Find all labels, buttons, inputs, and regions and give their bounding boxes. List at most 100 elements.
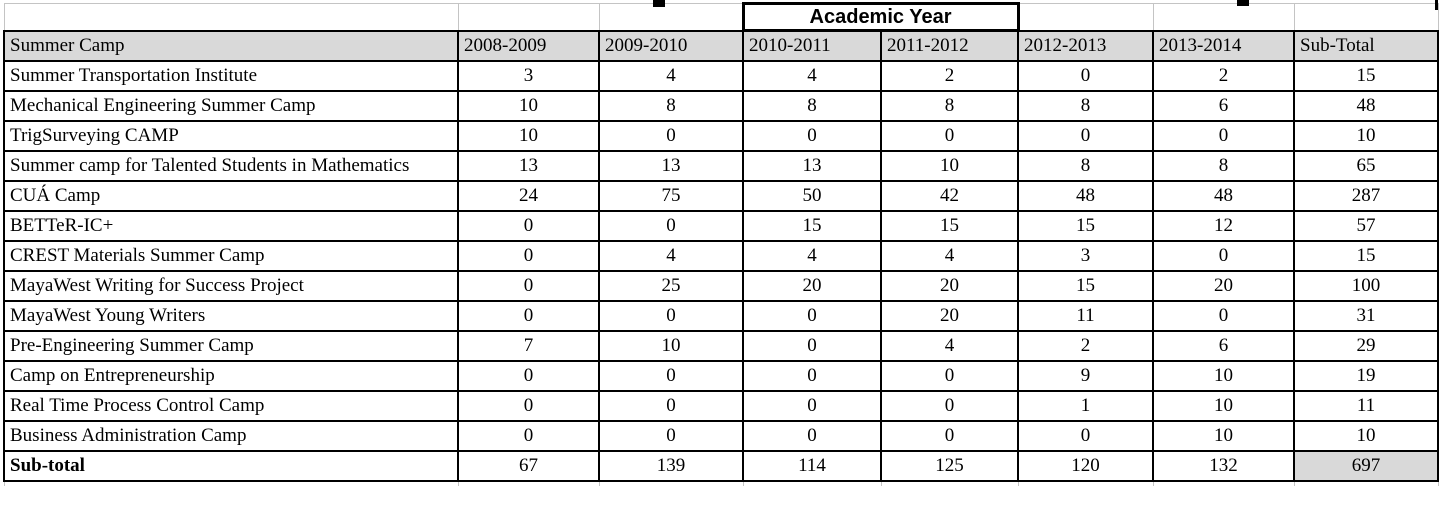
column-header-sub-total: Sub-Total — [1293, 29, 1440, 62]
camp-value-cell: 50 — [742, 179, 882, 212]
camp-value-cell: 4 — [598, 239, 744, 272]
subtotal-value-cell: 139 — [598, 449, 744, 482]
camp-value-cell: 0 — [742, 329, 882, 362]
banner-spacer-cell — [3, 3, 459, 31]
camp-value-cell: 20 — [742, 269, 882, 302]
banner-spacer-cell — [457, 3, 600, 31]
table-row: BETTeR-IC+ 0 0 15 15 15 12 57 — [3, 209, 1440, 242]
column-header-2011-2012: 2011-2012 — [879, 29, 1020, 62]
camp-value-cell: 4 — [742, 59, 882, 92]
camp-value-cell: 0 — [1017, 119, 1155, 152]
column-header-2012-2013: 2012-2013 — [1017, 29, 1155, 62]
table-row: Real Time Process Control Camp 0 0 0 0 1… — [3, 389, 1440, 422]
camp-value-cell: 10 — [457, 119, 600, 152]
table-row: MayaWest Young Writers 0 0 0 20 11 0 31 — [3, 299, 1440, 332]
table-row: MayaWest Writing for Success Project 0 2… — [3, 269, 1440, 302]
camp-name-cell: Summer camp for Talented Students in Mat… — [3, 149, 459, 182]
subtotal-label: Sub-total — [3, 449, 459, 482]
camp-value-cell: 0 — [598, 389, 744, 422]
grid-line-stubs — [3, 480, 1439, 486]
camp-value-cell: 65 — [1293, 149, 1440, 182]
camp-value-cell: 15 — [1293, 239, 1440, 272]
academic-year-label: Academic Year — [741, 2, 1020, 32]
camp-name-cell: TrigSurveying CAMP — [3, 119, 459, 152]
camp-name-cell: Real Time Process Control Camp — [3, 389, 459, 422]
camp-value-cell: 3 — [1017, 239, 1155, 272]
camp-value-cell: 0 — [598, 419, 744, 452]
camp-value-cell: 0 — [742, 299, 882, 332]
camp-value-cell: 15 — [1017, 209, 1155, 242]
camp-value-cell: 75 — [598, 179, 744, 212]
subtotal-value-cell: 67 — [457, 449, 600, 482]
camp-value-cell: 8 — [598, 89, 744, 122]
camp-value-cell: 10 — [457, 89, 600, 122]
camp-name-cell: BETTeR-IC+ — [3, 209, 459, 242]
column-header-2008-2009: 2008-2009 — [457, 29, 600, 62]
camp-value-cell: 8 — [1152, 149, 1296, 182]
camp-value-cell: 0 — [1152, 239, 1296, 272]
academic-year-banner-row: Academic Year — [3, 2, 1439, 32]
camp-value-cell: 0 — [1152, 119, 1296, 152]
camp-value-cell: 0 — [457, 239, 600, 272]
camp-value-cell: 11 — [1017, 299, 1155, 332]
table-head-section: Academic Year Summer Camp 2008-2009 2009… — [3, 2, 1440, 62]
subtotal-row: Sub-total 67 139 114 125 120 132 697 — [3, 449, 1440, 482]
camp-value-cell: 2 — [1152, 59, 1296, 92]
table-row: Pre-Engineering Summer Camp 7 10 0 4 2 6… — [3, 329, 1440, 362]
camp-value-cell: 0 — [1017, 419, 1155, 452]
camp-value-cell: 57 — [1293, 209, 1440, 242]
banner-spacer-cell — [1152, 3, 1295, 31]
camp-name-cell: Camp on Entrepreneurship — [3, 359, 459, 392]
camp-value-cell: 4 — [598, 59, 744, 92]
camp-value-cell: 8 — [879, 89, 1020, 122]
camp-value-cell: 0 — [1017, 59, 1155, 92]
camp-name-cell: MayaWest Writing for Success Project — [3, 269, 459, 302]
camp-value-cell: 0 — [457, 209, 600, 242]
camp-value-cell: 0 — [457, 269, 600, 302]
camp-value-cell: 31 — [1293, 299, 1440, 332]
camp-value-cell: 13 — [598, 149, 744, 182]
camp-value-cell: 0 — [742, 389, 882, 422]
table-row: Camp on Entrepreneurship 0 0 0 0 9 10 19 — [3, 359, 1440, 392]
camp-value-cell: 0 — [457, 389, 600, 422]
cropped-text-artifact — [1237, 0, 1249, 6]
camp-value-cell: 15 — [1017, 269, 1155, 302]
camp-name-cell: Summer Transportation Institute — [3, 59, 459, 92]
camp-value-cell: 0 — [457, 419, 600, 452]
camp-value-cell: 42 — [879, 179, 1020, 212]
camp-value-cell: 0 — [598, 209, 744, 242]
camp-value-cell: 3 — [457, 59, 600, 92]
column-header-2010-2011: 2010-2011 — [742, 29, 882, 62]
camp-value-cell: 0 — [457, 299, 600, 332]
subtotal-value-cell: 132 — [1152, 449, 1296, 482]
camp-value-cell: 20 — [879, 299, 1020, 332]
table-row: Summer camp for Talented Students in Mat… — [3, 149, 1440, 182]
camp-value-cell: 10 — [1293, 419, 1440, 452]
camp-value-cell: 10 — [1152, 389, 1296, 422]
camp-value-cell: 10 — [1152, 359, 1296, 392]
camp-value-cell: 48 — [1152, 179, 1296, 212]
cropped-text-artifact — [653, 0, 665, 7]
banner-spacer-cell — [1293, 3, 1439, 31]
camp-name-cell: Mechanical Engineering Summer Camp — [3, 89, 459, 122]
table-row: Summer Transportation Institute 3 4 4 2 … — [3, 59, 1440, 92]
camp-value-cell: 0 — [457, 359, 600, 392]
camp-value-cell: 8 — [742, 89, 882, 122]
camp-value-cell: 0 — [879, 419, 1020, 452]
camp-value-cell: 19 — [1293, 359, 1440, 392]
banner-spacer-cell — [1017, 3, 1154, 31]
table-row: Business Administration Camp 0 0 0 0 0 1… — [3, 419, 1440, 452]
camp-value-cell: 0 — [598, 359, 744, 392]
camp-value-cell: 6 — [1152, 329, 1296, 362]
grand-total-cell: 697 — [1293, 449, 1440, 482]
camp-value-cell: 8 — [1017, 89, 1155, 122]
camp-name-cell: MayaWest Young Writers — [3, 299, 459, 332]
camp-value-cell: 0 — [742, 419, 882, 452]
camp-value-cell: 15 — [1293, 59, 1440, 92]
camp-value-cell: 29 — [1293, 329, 1440, 362]
camp-value-cell: 15 — [879, 209, 1020, 242]
camp-value-cell: 9 — [1017, 359, 1155, 392]
subtotal-value-cell: 125 — [879, 449, 1020, 482]
camp-value-cell: 8 — [1017, 149, 1155, 182]
camp-value-cell: 10 — [879, 149, 1020, 182]
